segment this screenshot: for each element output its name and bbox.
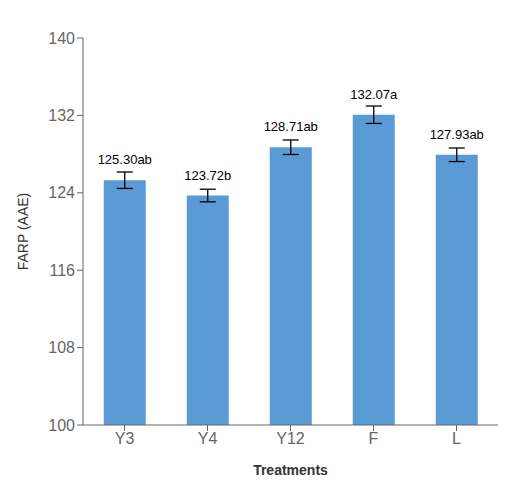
svg-text:128.71ab: 128.71ab (264, 119, 318, 134)
svg-text:132: 132 (48, 107, 75, 124)
svg-text:132.07a: 132.07a (350, 87, 398, 102)
svg-text:Treatments: Treatments (253, 462, 328, 478)
svg-text:Y3: Y3 (115, 430, 135, 447)
svg-text:116: 116 (49, 262, 75, 279)
svg-text:FARP (AAE): FARP (AAE) (15, 193, 31, 271)
svg-text:127.93ab: 127.93ab (430, 127, 484, 142)
svg-text:123.72b: 123.72b (184, 168, 231, 183)
svg-text:L: L (452, 430, 461, 447)
svg-text:140: 140 (48, 30, 75, 47)
svg-text:124: 124 (48, 184, 75, 201)
svg-text:100: 100 (48, 417, 75, 434)
svg-text:108: 108 (48, 339, 75, 356)
svg-text:Y4: Y4 (198, 430, 218, 447)
svg-text:F: F (369, 430, 379, 447)
svg-text:Y12: Y12 (276, 430, 305, 447)
svg-text:125.30ab: 125.30ab (98, 152, 152, 167)
